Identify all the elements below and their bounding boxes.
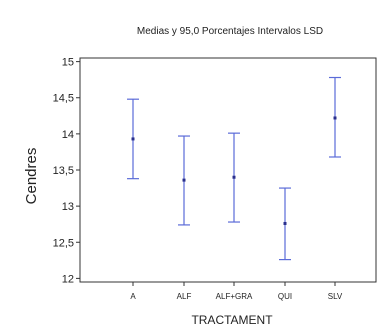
mean-point [334, 116, 337, 119]
y-tick-label: 15 [62, 57, 74, 69]
y-tick-label: 14,5 [53, 93, 74, 105]
x-tick-label: A [130, 292, 136, 301]
y-axis-label: Cendres [23, 148, 40, 205]
interval-slv [329, 78, 341, 157]
interval-alf [178, 136, 190, 225]
y-axis: 12 12,5 13 13,5 14 14,5 15 [53, 57, 80, 286]
interval-qui [279, 188, 291, 260]
y-tick-label: 13,5 [53, 165, 74, 177]
plot-frame [80, 58, 376, 282]
mean-point [233, 176, 236, 179]
x-tick-label: SLV [328, 292, 343, 301]
x-tick-label: ALF+GRA [216, 292, 253, 301]
mean-point [284, 222, 287, 225]
y-tick-label: 13 [62, 201, 74, 213]
chart-title: Medias y 95,0 Porcentajes Intervalos LSD [137, 26, 323, 37]
interval-alf-gra [228, 133, 240, 222]
mean-point [132, 137, 135, 140]
mean-point [183, 179, 186, 182]
x-tick-label: QUI [278, 292, 292, 301]
interval-a [127, 99, 139, 178]
y-tick-label: 12,5 [53, 237, 74, 249]
x-tick-label: ALF [177, 292, 192, 301]
interval-series [127, 78, 341, 260]
y-tick-label: 14 [62, 129, 74, 141]
x-axis-label: TRACTAMENT [191, 313, 273, 327]
y-tick-label: 12 [62, 273, 74, 285]
x-axis: A ALF ALF+GRA QUI SLV [130, 282, 343, 301]
